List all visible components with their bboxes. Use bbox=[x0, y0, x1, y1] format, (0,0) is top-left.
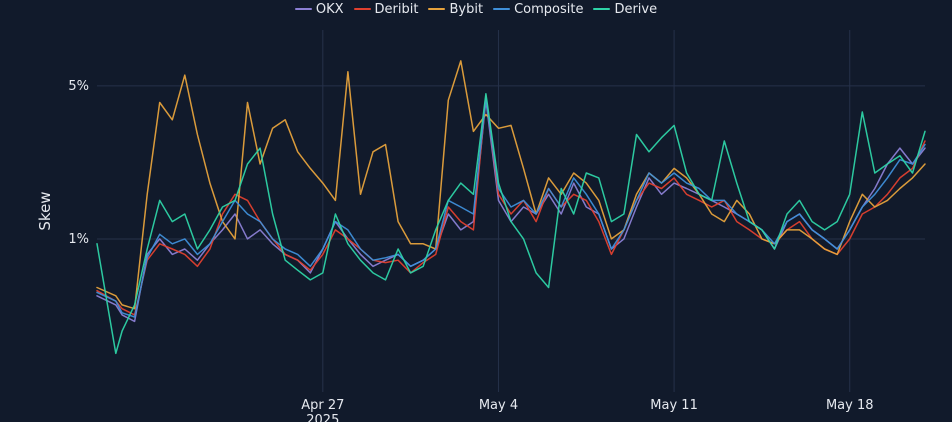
chart-legend: OKX Deribit Bybit Composite Derive bbox=[0, 0, 952, 18]
legend-swatch-bybit bbox=[428, 8, 446, 10]
legend-label-okx: OKX bbox=[315, 1, 344, 17]
legend-swatch-deribit bbox=[353, 8, 371, 10]
legend-item-bybit[interactable]: Bybit bbox=[428, 2, 483, 17]
legend-swatch-composite bbox=[493, 8, 511, 10]
x-tick-label: May 11 bbox=[650, 398, 698, 413]
series-line-derive bbox=[96, 93, 926, 355]
legend-swatch-derive bbox=[593, 8, 611, 10]
legend-swatch-okx bbox=[294, 8, 312, 10]
series-line-composite bbox=[96, 97, 926, 318]
legend-item-okx[interactable]: OKX bbox=[294, 1, 344, 17]
series-line-bybit bbox=[96, 60, 926, 310]
x-tick-label: May 4 bbox=[479, 398, 518, 413]
legend-item-composite[interactable]: Composite bbox=[493, 2, 583, 17]
gridlines bbox=[97, 30, 925, 392]
legend-item-deribit[interactable]: Deribit bbox=[353, 1, 419, 17]
series-line-deribit bbox=[96, 95, 926, 316]
legend-label-composite: Composite bbox=[514, 1, 584, 17]
y-tick-label: 5% bbox=[68, 79, 89, 94]
legend-label-deribit: Deribit bbox=[374, 1, 419, 17]
legend-label-derive: Derive bbox=[614, 1, 658, 17]
x-tick-label: May 18 bbox=[826, 398, 874, 413]
x-tick-sublabel: 2025 bbox=[306, 413, 339, 422]
x-tick-label: Apr 27 bbox=[301, 398, 344, 413]
y-tick-label: 1% bbox=[68, 232, 89, 247]
y-axis-title: Skew bbox=[36, 191, 54, 230]
legend-item-derive[interactable]: Derive bbox=[593, 2, 657, 17]
legend-label-bybit: Bybit bbox=[449, 1, 484, 17]
series-lines bbox=[96, 60, 926, 355]
